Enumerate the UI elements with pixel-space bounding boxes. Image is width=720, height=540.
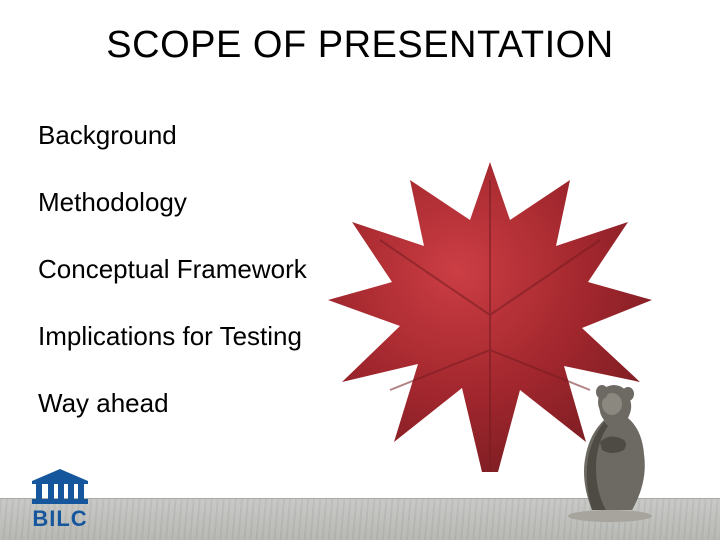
bilc-logo: BILC (14, 468, 106, 532)
bullet-item: Background (38, 120, 307, 151)
temple-icon (28, 469, 92, 505)
bullet-list: Background Methodology Conceptual Framew… (38, 120, 307, 419)
logo-text: BILC (32, 506, 87, 532)
slide-title: SCOPE OF PRESENTATION (0, 24, 720, 67)
bullet-item: Conceptual Framework (38, 254, 307, 285)
bullet-item: Methodology (38, 187, 307, 218)
bullet-item: Way ahead (38, 388, 307, 419)
bullet-item: Implications for Testing (38, 321, 307, 352)
slide: SCOPE OF PRESENTATION Background Methodo… (0, 0, 720, 540)
stone-footer-strip (0, 498, 720, 540)
maple-leaf-graphic (320, 150, 660, 480)
